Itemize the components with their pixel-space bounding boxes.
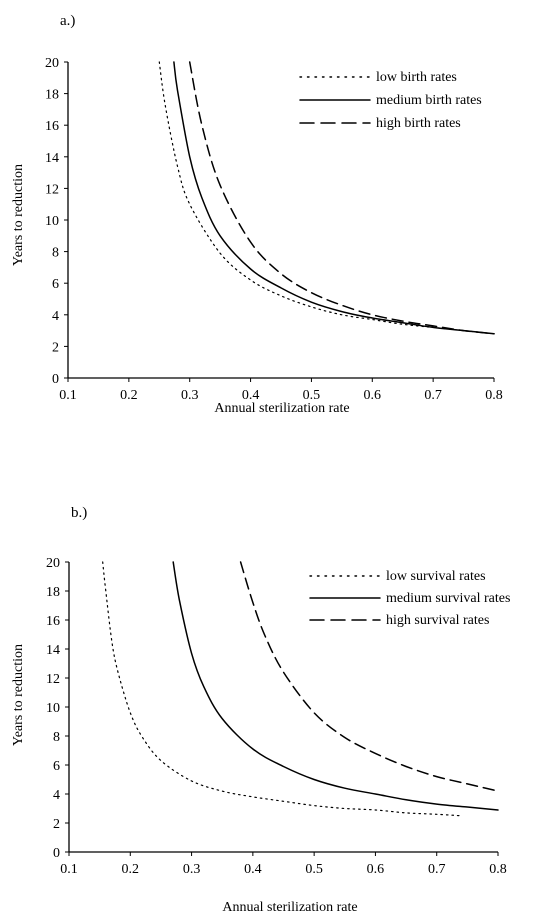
panel-b-legend-label-high: high survival rates [386, 613, 489, 628]
panel-b-y-tick-label: 10 [46, 701, 60, 716]
panel-a-y-tick-label: 14 [45, 151, 59, 166]
panel-b-legend-label-low: low survival rates [386, 569, 486, 584]
panel-a-x-tick-label: 0.5 [303, 388, 321, 403]
panel-a-x-tick-label: 0.6 [364, 388, 382, 403]
panel-b-y-tick-label: 20 [46, 556, 60, 571]
panel-b-x-tick-label: 0.6 [367, 862, 385, 877]
panel-a-x-axis-label: Annual sterilization rate [214, 401, 349, 416]
panel-a-x-tick-label: 0.1 [59, 388, 77, 403]
panel-a-y-tick-label: 12 [45, 182, 59, 197]
panel-b-y-tick-label: 0 [53, 846, 60, 861]
panel-b: b.) Annual sterilization rate Years to r… [11, 505, 510, 915]
panel-a-series-line-dotted [158, 61, 495, 335]
panel-b-x-tick-label: 0.3 [183, 862, 201, 877]
panel-a-y-axis-label: Years to reduction [11, 164, 26, 266]
panel-a-y-tick-label: 6 [52, 277, 59, 292]
panel-b-y-tick-label: 14 [46, 643, 60, 658]
panel-a-legend-label-high: high birth rates [376, 116, 461, 131]
panel-a-y-tick-label: 16 [45, 119, 59, 134]
panel-b-label: b.) [71, 505, 87, 521]
panel-a-legend-label-low: low birth rates [376, 70, 457, 85]
panel-a-x-tick-label: 0.2 [120, 388, 138, 403]
panel-b-y-tick-label: 16 [46, 614, 60, 629]
panel-a-label: a.) [60, 13, 75, 29]
panel-b-x-tick-label: 0.2 [122, 862, 140, 877]
panel-a-y-tick-label: 2 [52, 340, 59, 355]
panel-b-y-tick-label: 4 [53, 788, 60, 803]
panel-a-y-tick-label: 10 [45, 214, 59, 229]
panel-a-x-tick-label: 0.3 [181, 388, 199, 403]
panel-b-x-tick-label: 0.7 [428, 862, 446, 877]
panel-b-series-line-dashed [239, 561, 499, 792]
panel-a-x-tick-label: 0.7 [424, 388, 442, 403]
panel-b-y-tick-label: 12 [46, 672, 60, 687]
panel-b-x-axis-label: Annual sterilization rate [222, 900, 357, 915]
panel-b-series-line-solid [172, 561, 499, 811]
panel-a-y-tick-label: 8 [52, 246, 59, 261]
panel-a-legend-label-medium: medium birth rates [376, 93, 482, 108]
panel-b-legend-label-medium: medium survival rates [386, 591, 510, 606]
panel-a-y-tick-label: 4 [52, 309, 59, 324]
panel-b-series-line-dotted [102, 561, 462, 817]
panel-a-x-tick-label: 0.8 [485, 388, 503, 403]
panel-b-y-tick-label: 8 [53, 730, 60, 745]
panel-b-x-tick-label: 0.8 [489, 862, 507, 877]
panel-b-y-axis-label: Years to reduction [11, 644, 26, 746]
panel-b-x-tick-label: 0.5 [305, 862, 323, 877]
panel-b-x-tick-label: 0.1 [60, 862, 78, 877]
panel-b-y-tick-label: 6 [53, 759, 60, 774]
panel-a-x-tick-label: 0.4 [242, 388, 260, 403]
panel-b-y-tick-label: 2 [53, 817, 60, 832]
panel-b-y-tick-label: 18 [46, 585, 60, 600]
panel-a-series-line-solid [173, 61, 495, 335]
panel-a-y-tick-label: 20 [45, 56, 59, 71]
panel-a: a.) Annual sterilization rate Years to r… [11, 13, 503, 416]
panel-a-series-line-dashed [188, 61, 495, 335]
panel-b-x-tick-label: 0.4 [244, 862, 262, 877]
panel-a-y-tick-label: 18 [45, 88, 59, 103]
panel-a-y-tick-label: 0 [52, 372, 59, 387]
